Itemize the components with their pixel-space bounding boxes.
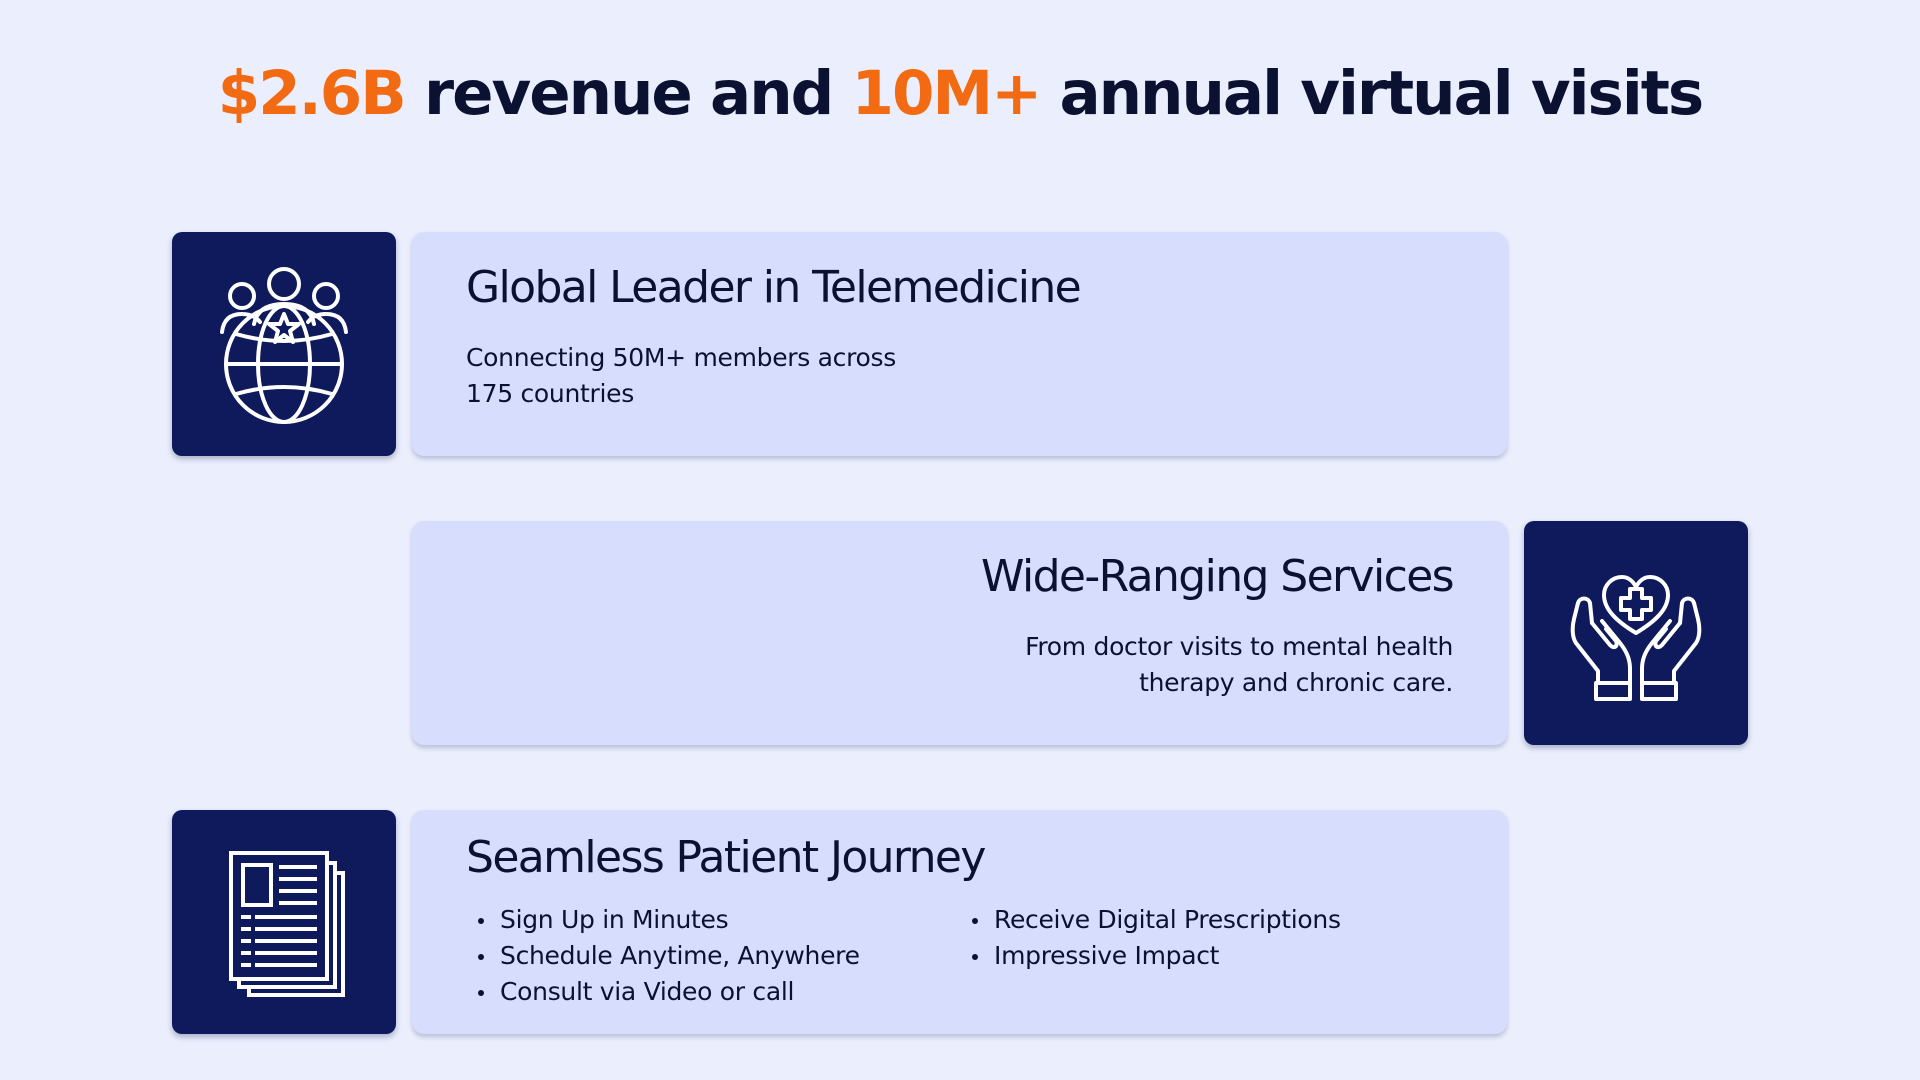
card-title: Seamless Patient Journey bbox=[466, 832, 986, 883]
card-description-line: From doctor visits to mental health bbox=[1025, 632, 1453, 661]
documents-icon bbox=[229, 851, 345, 997]
card-description-line: 175 countries bbox=[466, 379, 634, 408]
headline-text-2: annual virtual visits bbox=[1040, 58, 1704, 129]
card-title: Wide-Ranging Services bbox=[981, 551, 1455, 602]
card-title: Global Leader in Telemedicine bbox=[466, 262, 1082, 313]
card-description: From doctor visits to mental health ther… bbox=[1025, 629, 1453, 701]
card-seamless-patient-journey: Seamless Patient Journey Sign Up in Minu… bbox=[412, 810, 1507, 1034]
bullet-list-right: Receive Digital Prescriptions Impressive… bbox=[966, 902, 1341, 974]
headline: $2.6B revenue and 10M+ annual virtual vi… bbox=[0, 58, 1920, 129]
global-community-icon-box bbox=[172, 232, 396, 456]
headline-text-1: revenue and bbox=[404, 58, 852, 129]
headline-revenue: $2.6B bbox=[217, 58, 407, 129]
bullet-item: Impressive Impact bbox=[966, 938, 1341, 974]
headline-visits: 10M+ bbox=[851, 58, 1043, 129]
global-community-icon bbox=[220, 267, 348, 424]
bullet-item: Receive Digital Prescriptions bbox=[966, 902, 1341, 938]
bullet-item: Sign Up in Minutes bbox=[472, 902, 860, 938]
card-wide-ranging-services: Wide-Ranging Services From doctor visits… bbox=[412, 521, 1507, 745]
caring-hands-heart-icon bbox=[1570, 575, 1702, 701]
bullet-list-left: Sign Up in Minutes Schedule Anytime, Any… bbox=[472, 902, 860, 1010]
documents-icon-box bbox=[172, 810, 396, 1034]
bullet-item: Schedule Anytime, Anywhere bbox=[472, 938, 860, 974]
card-description: Connecting 50M+ members across 175 count… bbox=[466, 340, 896, 412]
card-description-line: Connecting 50M+ members across bbox=[466, 343, 896, 372]
bullet-item: Consult via Video or call bbox=[472, 974, 860, 1010]
card-description-line: therapy and chronic care. bbox=[1139, 668, 1453, 697]
caring-hands-heart-icon-box bbox=[1524, 521, 1748, 745]
card-global-leader: Global Leader in Telemedicine Connecting… bbox=[412, 232, 1507, 456]
